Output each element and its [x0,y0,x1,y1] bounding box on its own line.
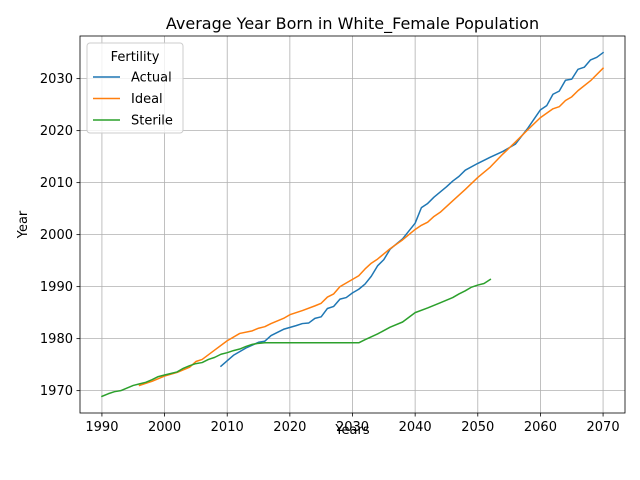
legend-label-sterile: Sterile [131,114,173,129]
legend: Fertility Actual Ideal Sterile [86,42,184,134]
y-tick-label: 2030 [40,72,73,87]
grid-lines [80,36,625,413]
y-tick-label: 2000 [40,228,73,243]
legend-items: Actual Ideal Sterile [93,71,173,129]
x-tick-label: 2040 [399,420,432,435]
x-axis: 1990 2000 2010 2020 2030 2040 2050 2060 2070 [85,413,620,435]
y-tick-label: 2010 [40,176,73,191]
y-axis-label: Year [16,210,31,239]
y-tick-label: 1970 [40,384,73,399]
series-lines [100,51,605,398]
y-tick-label: 1990 [40,280,73,295]
y-axis: 1970 1980 1990 2000 2010 2020 2030 [40,72,80,399]
x-tick-label: 2020 [273,420,306,435]
y-tick-label: 1980 [40,332,73,347]
x-tick-label: 2070 [587,420,620,435]
chart-title: Average Year Born in White_Female Popula… [166,14,539,34]
legend-box [86,42,184,134]
series-line-ideal [138,67,605,387]
x-tick-label: 2060 [524,420,557,435]
legend-label-actual: Actual [131,71,172,86]
series-line-actual [219,51,605,368]
x-tick-label: 2050 [461,420,494,435]
x-axis-label: Years [334,423,370,438]
legend-label-ideal: Ideal [131,92,163,107]
x-tick-label: 2010 [211,420,244,435]
y-tick-label: 2020 [40,124,73,139]
x-tick-label: 2030 [336,420,369,435]
x-tick-label: 2000 [148,420,181,435]
legend-title: Fertility [111,50,160,65]
x-tick-label: 1990 [85,420,118,435]
series-line-sterile [100,278,492,398]
